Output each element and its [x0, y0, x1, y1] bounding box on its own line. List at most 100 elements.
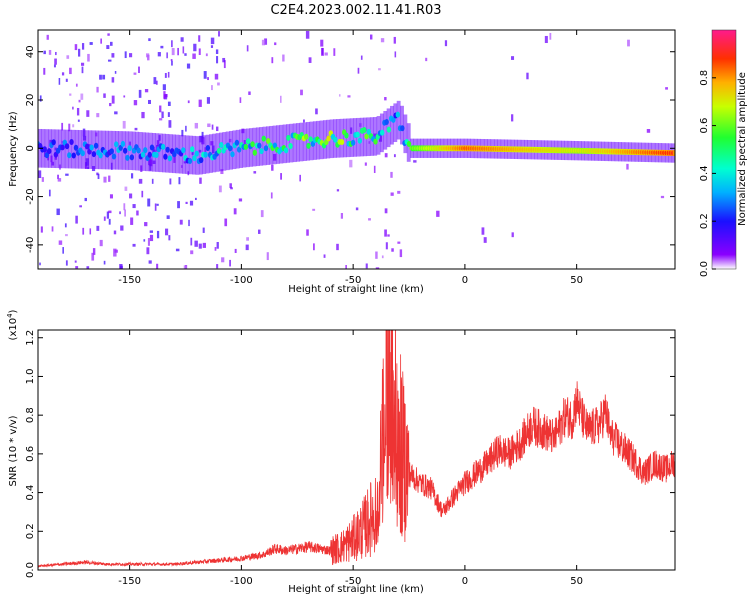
colorbar-tick-label: 0.6	[699, 118, 710, 134]
heatmap-noise-cell	[165, 93, 168, 98]
heatmap-noise-cell	[141, 111, 145, 119]
heatmap-ridge-cell	[163, 153, 168, 160]
heatmap-noise-cell	[646, 129, 651, 133]
heatmap-noise-cell	[41, 177, 44, 182]
heatmap-noise-cell	[102, 74, 106, 80]
heatmap-noise-cell	[108, 218, 111, 225]
heatmap-noise-cell	[106, 45, 110, 50]
heatmap-ridge-halo	[282, 124, 287, 164]
heatmap-ridge-cell	[234, 139, 240, 146]
heatmap-noise-cell	[75, 83, 78, 87]
heatmap-ridge-halo	[322, 120, 327, 159]
heatmap-noise-cell	[216, 241, 219, 249]
heatmap-noise-cell	[360, 55, 363, 60]
heatmap-ridge-cell	[288, 143, 293, 150]
heatmap-noise-cell	[221, 257, 225, 263]
heatmap-noise-cell	[147, 238, 150, 246]
heatmap-noise-cell	[397, 241, 401, 244]
heatmap-ridge-cell	[205, 144, 211, 151]
heatmap-ridge-cell	[252, 149, 258, 156]
heatmap-noise-cell	[385, 242, 388, 250]
y-tick-label: 1.0	[25, 368, 36, 384]
heatmap-noise-cell	[258, 229, 261, 234]
heatmap-noise-cell	[156, 230, 160, 239]
heatmap-noise-cell	[381, 255, 384, 259]
heatmap-noise-cell	[164, 73, 167, 78]
heatmap-ridge-cell	[366, 128, 371, 135]
heatmap-noise-cell	[177, 201, 180, 209]
heatmap-noise-cell	[165, 228, 169, 236]
heatmap-ridge-cell	[245, 138, 251, 145]
heatmap-noise-cell	[182, 46, 185, 54]
heatmap-noise-cell	[194, 240, 198, 247]
heatmap-ridge-halo	[396, 100, 401, 140]
heatmap-noise-cell	[323, 254, 326, 258]
heatmap-noise-cell	[86, 266, 90, 269]
heatmap-ridge-cell	[384, 119, 389, 126]
heatmap-noise-cell	[306, 229, 309, 236]
heatmap-noise-cell	[660, 195, 665, 199]
heatmap-noise-cell	[160, 45, 164, 49]
heatmap-ridge-cell	[143, 147, 148, 154]
heatmap-noise-cell	[119, 211, 121, 215]
heatmap-ridge-cell	[266, 137, 271, 144]
heatmap-ridge-cell	[125, 154, 130, 161]
heatmap-noise-cell	[665, 87, 668, 90]
heatmap-ridge-cell	[286, 134, 291, 141]
heatmap-ridge-cell	[69, 138, 74, 145]
heatmap-noise-cell	[124, 186, 128, 191]
heatmap-noise-cell	[368, 218, 371, 221]
x-tick-label: -50	[345, 275, 361, 286]
heatmap-noise-cell	[390, 192, 394, 196]
spectrogram-xlabel: Height of straight line (km)	[288, 284, 424, 295]
heatmap-noise-cell	[282, 54, 285, 62]
spectrogram-ticks: -150 -100 -50 0 50 -40 -20 0 20 40	[25, 30, 675, 286]
heatmap-ridge-halo	[383, 110, 388, 150]
heatmap-noise-cell	[103, 260, 106, 265]
heatmap-noise-cell	[151, 178, 154, 184]
heatmap-noise-cell	[99, 74, 102, 80]
heatmap-noise-cell	[145, 53, 150, 58]
heatmap-noise-cell	[207, 77, 209, 81]
heatmap-ridge-halo	[265, 126, 270, 165]
heatmap-noise-cell	[51, 226, 54, 232]
heatmap-noise-cell	[211, 85, 213, 91]
spectrogram-panel: -150 -100 -50 0 50 -40 -20 0 20 40 Height of stra…	[8, 29, 676, 295]
heatmap-noise-cell	[86, 110, 90, 117]
heatmap-noise-cell	[120, 225, 124, 231]
heatmap-noise-cell	[153, 77, 157, 85]
heatmap-noise-cell	[201, 131, 204, 139]
heatmap-noise-cell	[58, 240, 63, 245]
heatmap-noise-cell	[114, 70, 117, 74]
heatmap-ridge-cell	[386, 126, 392, 133]
heatmap-ridge-cell	[406, 141, 412, 148]
heatmap-ridge-cell	[344, 132, 349, 139]
heatmap-noise-cell	[364, 162, 367, 166]
heatmap-noise-cell	[57, 174, 59, 180]
heatmap-noise-cell	[210, 37, 215, 45]
heatmap-ridge-cell	[203, 151, 208, 158]
heatmap-noise-cell	[156, 203, 159, 206]
heatmap-noise-cell	[198, 48, 201, 55]
heatmap-ridge-cell	[395, 111, 401, 118]
heatmap-noise-cell	[39, 262, 41, 266]
heatmap-noise-cell	[198, 99, 202, 107]
heatmap-noise-cell	[333, 48, 336, 56]
heatmap-noise-cell	[320, 39, 324, 47]
heatmap-noise-cell	[96, 86, 99, 93]
heatmap-noise-cell	[72, 124, 75, 128]
heatmap-ridge-cell	[373, 138, 378, 145]
heatmap-noise-cell	[188, 219, 190, 227]
heatmap-noise-cell	[264, 38, 268, 45]
y-tick-label: -40	[25, 237, 36, 253]
heatmap-noise-cell	[61, 122, 64, 131]
heatmap-noise-cell	[380, 38, 385, 43]
heatmap-noise-cell	[133, 100, 138, 106]
heatmap-noise-cell	[207, 123, 211, 128]
heatmap-noise-cell	[375, 267, 380, 269]
heatmap-noise-cell	[103, 176, 107, 183]
heatmap-ridge-cell	[160, 143, 166, 150]
heatmap-noise-cell	[108, 59, 112, 62]
heatmap-noise-cell	[107, 33, 110, 36]
heatmap-noise-cell	[340, 212, 344, 219]
